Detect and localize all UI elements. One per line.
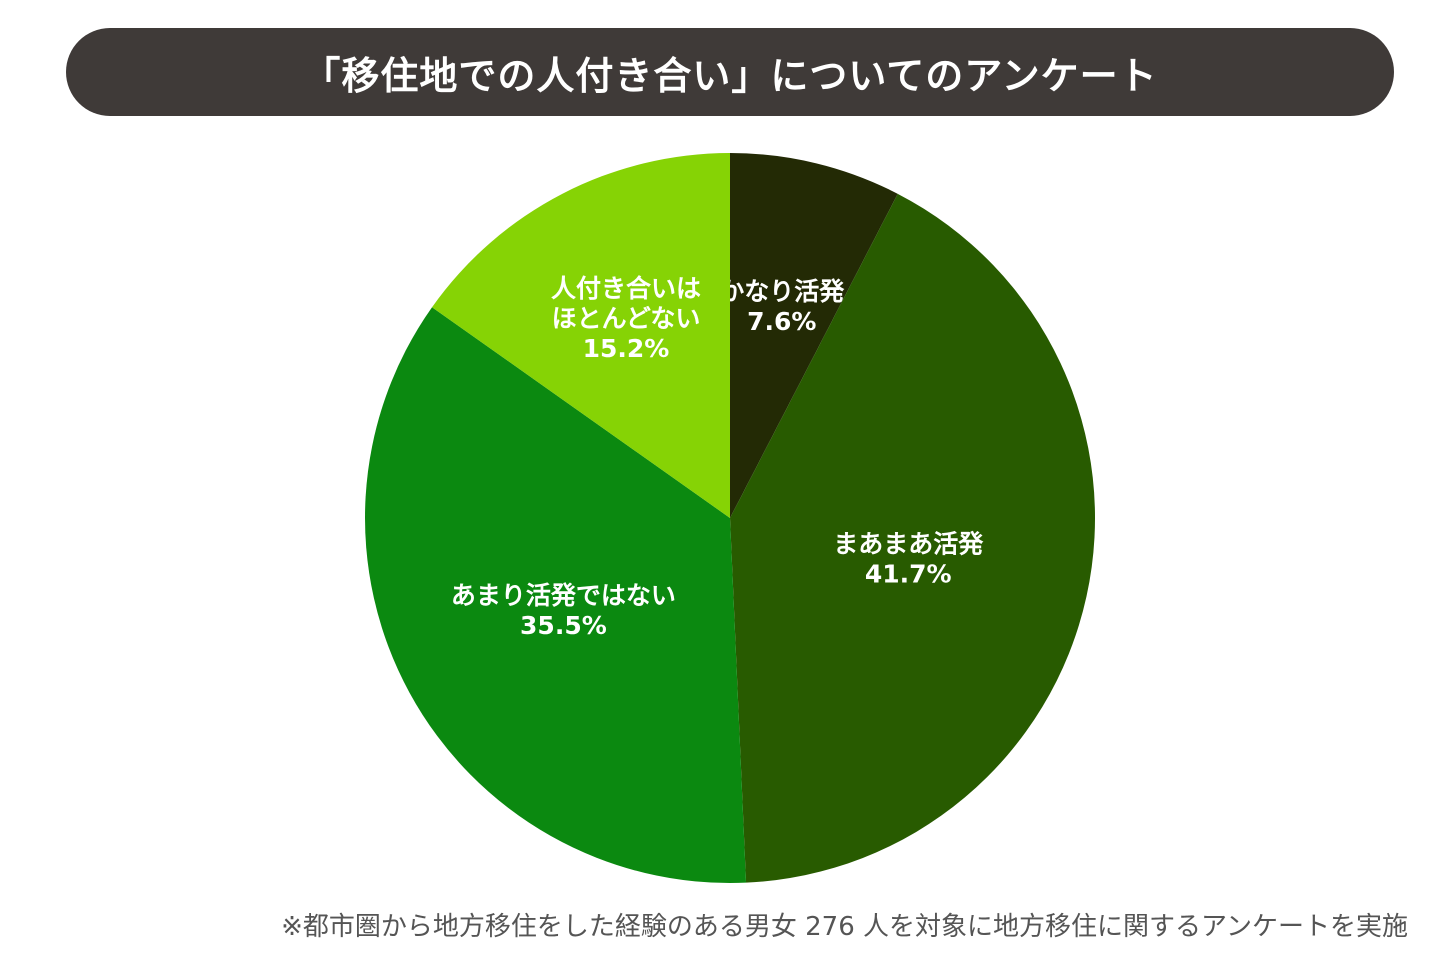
title-banner: 「移住地での人付き合い」についてのアンケート [66, 28, 1394, 116]
pie-category-label: あまり活発ではない [451, 581, 676, 610]
pie-value-label: 35.5% [520, 611, 607, 640]
pie-category-label: かなり活発 [719, 277, 845, 306]
pie-label-0: かなり活発 7.6% [719, 277, 845, 336]
pie-value-label: 41.7% [865, 559, 952, 588]
footnote: ※都市圏から地方移住をした経験のある男女 276 人を対象に地方移住に関するアン… [281, 912, 1408, 942]
pie-label-3: 人付き合いはほとんどない 15.2% [551, 274, 701, 363]
pie-category-label: ほとんどない [552, 304, 701, 333]
pie-category-label: 人付き合いは [551, 274, 701, 303]
pie-slice-2 [365, 307, 747, 884]
chart-title: 「移住地での人付き合い」についてのアンケート [302, 53, 1158, 98]
pie-label-2: あまり活発ではない 35.5% [451, 581, 676, 640]
pie-slice-0 [730, 153, 898, 518]
pie-value-label: 7.6% [747, 307, 816, 336]
pie-slice-1 [730, 193, 1096, 883]
pie-category-label: まあまあ活発 [833, 529, 984, 558]
pie-value-label: 15.2% [583, 334, 670, 363]
pie-label-1: まあまあ活発 41.7% [833, 529, 984, 588]
pie-slice-3 [432, 153, 730, 518]
